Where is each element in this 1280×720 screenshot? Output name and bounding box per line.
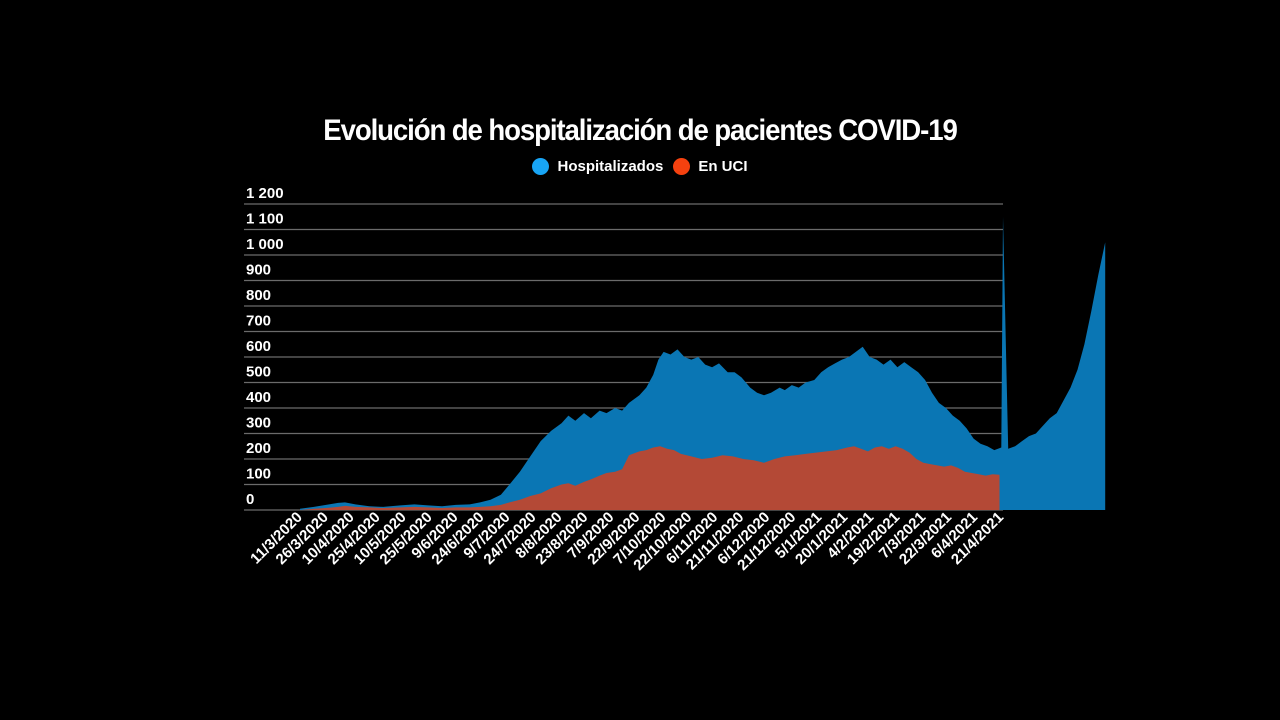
legend: Hospitalizados En UCI bbox=[0, 158, 1280, 175]
legend-label-en-uci: En UCI bbox=[698, 158, 748, 175]
y-tick-label: 1 100 bbox=[246, 211, 284, 228]
y-tick-label: 1 000 bbox=[246, 236, 284, 253]
y-tick-label: 700 bbox=[246, 313, 271, 330]
legend-dot-en-uci-icon bbox=[673, 158, 691, 175]
legend-dot-hospitalizados-icon bbox=[532, 158, 550, 175]
legend-item-hospitalizados[interactable]: Hospitalizados bbox=[532, 158, 663, 175]
chart-title: Evolución de hospitalización de paciente… bbox=[323, 114, 958, 147]
legend-label-hospitalizados: Hospitalizados bbox=[557, 158, 664, 175]
series-areas bbox=[300, 216, 1106, 511]
x-axis-ticks: 11/3/202026/3/202010/4/202025/4/202010/5… bbox=[247, 509, 1007, 574]
y-tick-label: 500 bbox=[246, 364, 271, 381]
y-tick-label: 600 bbox=[246, 338, 271, 355]
y-tick-label: 1 200 bbox=[246, 185, 284, 202]
y-axis-ticks: 0 100 200 300 400 500 600 700 800 900 1 000 1 100 1 … bbox=[246, 185, 284, 508]
y-tick-label: 0 bbox=[246, 491, 254, 508]
area-en-uci bbox=[300, 446, 1000, 510]
area-hospitalizados bbox=[300, 216, 1106, 511]
legend-item-en-uci[interactable]: En UCI bbox=[673, 158, 748, 175]
y-tick-label: 200 bbox=[246, 440, 271, 457]
y-tick-label: 300 bbox=[246, 415, 271, 432]
y-tick-label: 800 bbox=[246, 287, 271, 304]
y-tick-label: 900 bbox=[246, 262, 271, 279]
y-tick-label: 100 bbox=[246, 466, 271, 483]
y-tick-label: 400 bbox=[246, 389, 271, 406]
